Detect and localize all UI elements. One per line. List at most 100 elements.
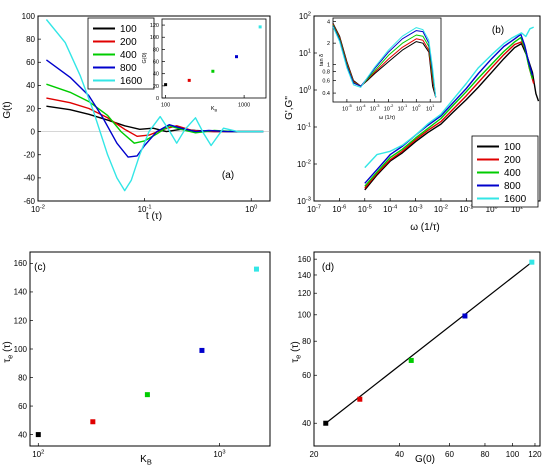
panel-d-point [357, 396, 363, 402]
panel-b-ytick-label: 101 [299, 48, 311, 58]
panel-b-inset-series-200 [332, 23, 437, 98]
panel-a-ylabel: G(t) [2, 101, 13, 118]
panel-b-ytick-label: 102 [299, 11, 311, 21]
panel-b-ytick-label: 10-2 [297, 159, 311, 169]
panel-c-xlabel: KB [140, 454, 152, 467]
panel-b-legend-label: 400 [504, 168, 521, 179]
panel-c: 102 103 40 60 80 100 120 140 160 KB τe (τ) (c) [2, 251, 271, 467]
panel-d-xtick-label: 40 [395, 450, 404, 459]
panel-b-inset-ytick-label: 2 [327, 41, 330, 47]
panel-b-xtick-label: 10-7 [307, 205, 321, 215]
panel-a-inset-xlabel: KB [211, 106, 218, 113]
panel-b-inset-ytick-label: 4 [327, 20, 330, 26]
panel-a-inset-point [258, 25, 262, 29]
panel-b-ylabel: G',G" [284, 96, 295, 120]
panel-b-inset-xtick-label: 10-4 [356, 103, 366, 113]
panel-b-inset-xtick-label: 101 [426, 103, 434, 113]
panel-a-ytick-label: 80 [26, 35, 35, 44]
panel-b-xtick-label: 100 [486, 205, 498, 215]
panel-a-inset-ytick-label: 120 [150, 23, 159, 29]
panel-b-xtick-label: 10-5 [358, 205, 372, 215]
panel-b-xtick-label: 10-3 [409, 205, 423, 215]
panel-b-inset-ytick-label: 0.4 [322, 91, 330, 97]
panel-b-ytick-label: 100 [299, 85, 311, 95]
panel-c-point [199, 347, 205, 353]
panel-a-inset-point [187, 78, 191, 82]
panel-c-ylabel: τe (τ) [2, 341, 15, 363]
panel-b-series-400 [364, 36, 534, 187]
panel-c-ytick-label: 160 [14, 259, 28, 268]
panel-a-inset-xtick-label: 1000 [238, 103, 250, 109]
panel-b-legend-label: 1600 [504, 194, 527, 205]
panel-a-xtick-label: 10-2 [31, 205, 45, 215]
panel-d: 20 40 60 80 100 120 40 60 80 100 120 140 160 G(0) τe (… [290, 251, 542, 465]
panel-b-inset-series-1600 [332, 26, 437, 98]
panel-a-legend-label: 200 [120, 37, 137, 48]
panel-a-ytick-label: 60 [26, 58, 35, 67]
panel-a-inset-ytick-label: 100 [150, 35, 159, 41]
panel-c-xtick-label: 103 [213, 450, 225, 460]
panel-c-ytick-label: 40 [18, 430, 27, 439]
panel-b-inset-xtick-label: 10-1 [398, 103, 408, 113]
panel-label: (b) [492, 25, 504, 36]
panel-a: 10-2 10-1 100 -60 -40 -20 0 20 40 60 80 100 t (τ) G(t… [2, 12, 271, 222]
panel-b: 10-7 10-6 10-5 10-4 10-3 10-2 10-1 100 101 10-3 10… [284, 11, 541, 233]
panel-d-ytick-label: 60 [302, 371, 311, 380]
panel-d-frame [313, 251, 541, 447]
panel-b-inset-ytick-label: 0.6 [322, 78, 330, 84]
panel-d-xtick-label: 100 [506, 450, 520, 459]
panel-c-xtick-label: 102 [32, 450, 44, 460]
panel-d-ylabel: τe (τ) [290, 341, 303, 363]
panel-a-inset-ylabel: G(0) [142, 52, 148, 63]
panel-d-xtick-label: 60 [445, 450, 454, 459]
panel-c-ytick-label: 80 [18, 373, 27, 382]
panel-d-xlabel: G(0) [415, 454, 435, 465]
panel-d-ytick-label: 160 [298, 255, 312, 264]
panel-d-point [408, 357, 414, 363]
panel-a-legend-label: 1600 [120, 76, 143, 87]
panel-b-inset-xtick-label: 10-5 [342, 103, 352, 113]
panel-b-xtick-label: 10-4 [383, 205, 398, 215]
panel-a-ytick-label: 20 [26, 104, 35, 113]
panel-b-ytick-label: 10-1 [297, 122, 311, 132]
panel-b-ytick-label: 10-3 [297, 196, 311, 206]
panel-d-point [529, 259, 535, 265]
panel-a-inset-frame [161, 18, 267, 99]
panel-d-ytick-label: 140 [298, 271, 312, 280]
panel-d-point [323, 420, 329, 426]
panel-b-frame [313, 15, 541, 202]
panel-a-series-100 [46, 105, 264, 133]
panel-d-xtick-label: 80 [481, 450, 490, 459]
panel-a-inset-point [211, 69, 215, 73]
panel-a-inset-point [235, 55, 239, 59]
panel-a-ytick-label: -20 [23, 151, 35, 160]
panel-a-inset-point [164, 83, 168, 87]
panel-d-ytick-label: 40 [302, 419, 311, 428]
panel-c-point [35, 432, 41, 438]
panel-a-legend-label: 800 [120, 63, 137, 74]
panel-c-ytick-label: 100 [14, 345, 28, 354]
panel-d-fit-line [325, 261, 533, 424]
panel-label: (d) [322, 262, 334, 273]
panel-a-xtick-label: 100 [245, 205, 257, 215]
panel-a-ytick-label: 40 [26, 81, 35, 90]
panel-b-inset-xtick-label: 10-3 [370, 103, 380, 113]
panel-c-ytick-label: 60 [18, 402, 27, 411]
panel-a-inset-ytick-label: 40 [153, 72, 159, 78]
panel-label: (c) [34, 262, 46, 273]
panel-a-inset-ytick-label: 80 [153, 47, 159, 53]
panel-b-xtick-label: 10-6 [332, 205, 346, 215]
panel-d-point [462, 313, 468, 319]
panel-b-inset-xlabel: ω (1/τ) [379, 115, 395, 121]
panel-c-point [144, 392, 150, 398]
panel-b-inset-xtick-label: 10-2 [384, 103, 394, 113]
panel-b-xtick-label: 10-2 [434, 205, 448, 215]
panel-b-inset-ylabel: tan δ [319, 54, 325, 66]
panel-a-series-800 [45, 59, 264, 158]
panel-d-ytick-label: 100 [298, 311, 312, 320]
panel-b-inset-xtick-label: 100 [412, 103, 421, 113]
panel-a-xlabel: t (τ) [146, 211, 162, 222]
panel-b-xtick-label: 10-1 [459, 205, 473, 215]
panel-c-ytick-label: 140 [14, 288, 28, 297]
